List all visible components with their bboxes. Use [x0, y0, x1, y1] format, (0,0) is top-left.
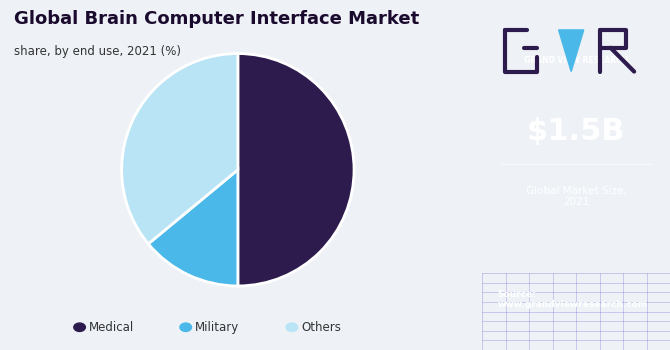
Text: $1.5B: $1.5B: [527, 117, 626, 146]
Circle shape: [286, 323, 297, 331]
Text: Global Brain Computer Interface Market: Global Brain Computer Interface Market: [15, 10, 419, 28]
Circle shape: [74, 323, 85, 331]
Text: Global Market Size,
2021: Global Market Size, 2021: [526, 186, 626, 207]
Text: Military: Military: [196, 321, 240, 334]
Text: Medical: Medical: [89, 321, 135, 334]
Wedge shape: [122, 54, 238, 244]
Text: Others: Others: [302, 321, 342, 334]
Wedge shape: [238, 54, 354, 286]
Circle shape: [180, 323, 192, 331]
Text: Source:
www.grandviewresearch.com: Source: www.grandviewresearch.com: [497, 290, 647, 309]
Text: share, by end use, 2021 (%): share, by end use, 2021 (%): [15, 46, 182, 58]
Text: GRAND VIEW RESEARCH: GRAND VIEW RESEARCH: [524, 56, 628, 64]
Polygon shape: [559, 30, 584, 72]
Wedge shape: [148, 170, 238, 286]
